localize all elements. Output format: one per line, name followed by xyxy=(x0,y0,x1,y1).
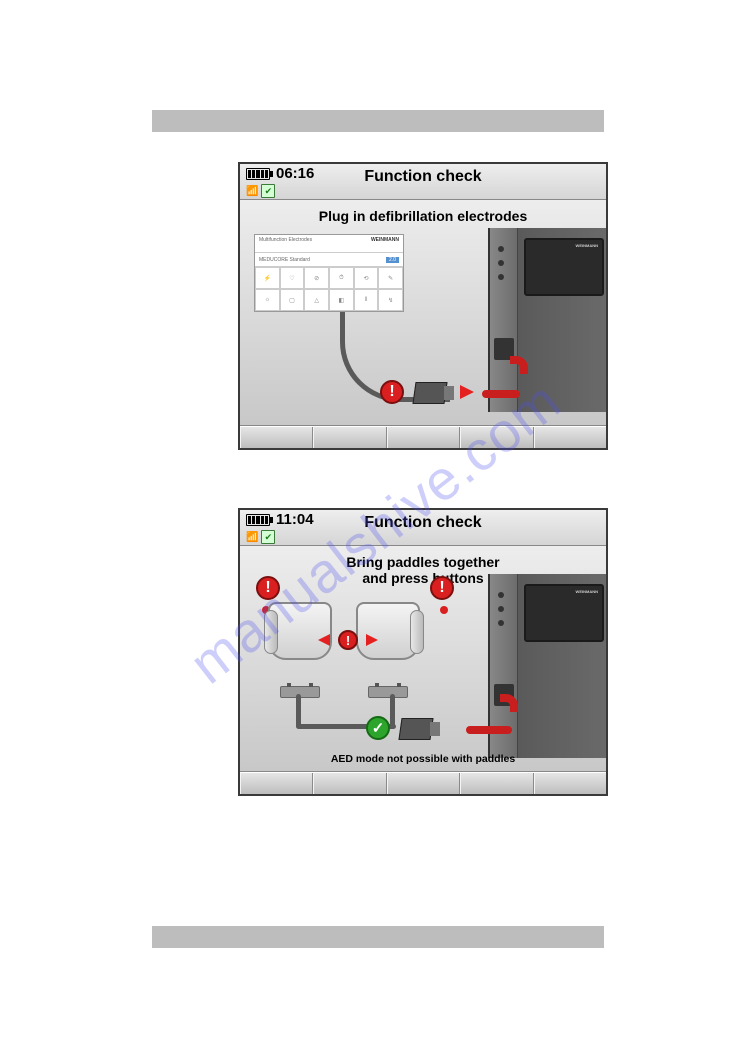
cable-segment xyxy=(466,726,512,734)
softkey[interactable] xyxy=(460,773,533,794)
softkey[interactable] xyxy=(313,427,386,448)
pack-subtitle: Multifunction Electrodes xyxy=(259,237,312,250)
electrode-package: Multifunction Electrodes WEINMANN MEDUCO… xyxy=(254,234,404,312)
device-screen-1: 06:16 📶 ✔ Function check Plug in defibri… xyxy=(238,162,608,450)
arrow-right-icon xyxy=(366,634,378,646)
warning-icon: ! xyxy=(430,576,454,600)
device-side-panel xyxy=(490,228,518,412)
instruction-text: Plug in defibrillation electrodes xyxy=(240,200,606,224)
connector-plug xyxy=(414,378,456,408)
pack-mid-label: MEDUCORE Standard xyxy=(259,257,310,263)
softkey-row xyxy=(240,772,606,794)
paddle-cable xyxy=(296,694,301,728)
cable-segment xyxy=(482,390,520,398)
screen-body: Bring paddles together and press buttons… xyxy=(240,546,606,772)
warning-icon: ! xyxy=(380,380,404,404)
status-bar: 06:16 📶 ✔ Function check xyxy=(240,164,606,200)
softkey[interactable] xyxy=(387,427,460,448)
softkey[interactable] xyxy=(313,773,386,794)
footer-note: AED mode not possible with paddles xyxy=(240,753,606,765)
softkey[interactable] xyxy=(534,773,606,794)
softkey-row xyxy=(240,426,606,448)
warning-icon: ! xyxy=(338,630,358,650)
pack-badge: 2.0 xyxy=(386,257,399,263)
device-brand: WEINMANN xyxy=(576,243,598,248)
softkey[interactable] xyxy=(460,427,533,448)
device-screen-2: 11:04 📶 ✔ Function check Bring paddles t… xyxy=(238,508,608,796)
instruction-line1: Bring paddles together xyxy=(346,554,499,570)
screen-body: Plug in defibrillation electrodes Multif… xyxy=(240,200,606,426)
arrow-icon xyxy=(460,385,474,399)
ok-check-icon: ✓ xyxy=(366,716,390,740)
status-ok-icon: ✔ xyxy=(261,530,275,544)
paddle-cable xyxy=(390,694,395,728)
connector-plug xyxy=(400,714,442,744)
instruction-line2: and press buttons xyxy=(362,570,483,586)
device-display: WEINMANN xyxy=(524,238,604,296)
defibrillator-device: WEINMANN xyxy=(488,228,606,412)
screen-title: Function check xyxy=(240,514,606,532)
wifi-icon: 📶 xyxy=(246,186,258,197)
warning-icon: ! xyxy=(256,576,280,600)
screen-title: Function check xyxy=(240,168,606,186)
softkey[interactable] xyxy=(534,427,606,448)
softkey[interactable] xyxy=(387,773,460,794)
pack-icon-grid: ⚡♡⊘ ⏱⟲✎ ☼▢△ ◧‖↯ xyxy=(255,267,403,311)
footer-bar xyxy=(152,926,604,948)
wifi-icon: 📶 xyxy=(246,532,258,543)
pack-brand: WEINMANN xyxy=(371,237,399,250)
header-bar xyxy=(152,110,604,132)
status-ok-icon: ✔ xyxy=(261,184,275,198)
arrow-left-icon xyxy=(318,634,330,646)
status-bar: 11:04 📶 ✔ Function check xyxy=(240,510,606,546)
device-brand: WEINMANN xyxy=(576,589,598,594)
softkey[interactable] xyxy=(240,427,313,448)
warning-dot xyxy=(440,606,448,614)
device-display: WEINMANN xyxy=(524,584,604,642)
softkey[interactable] xyxy=(240,773,313,794)
